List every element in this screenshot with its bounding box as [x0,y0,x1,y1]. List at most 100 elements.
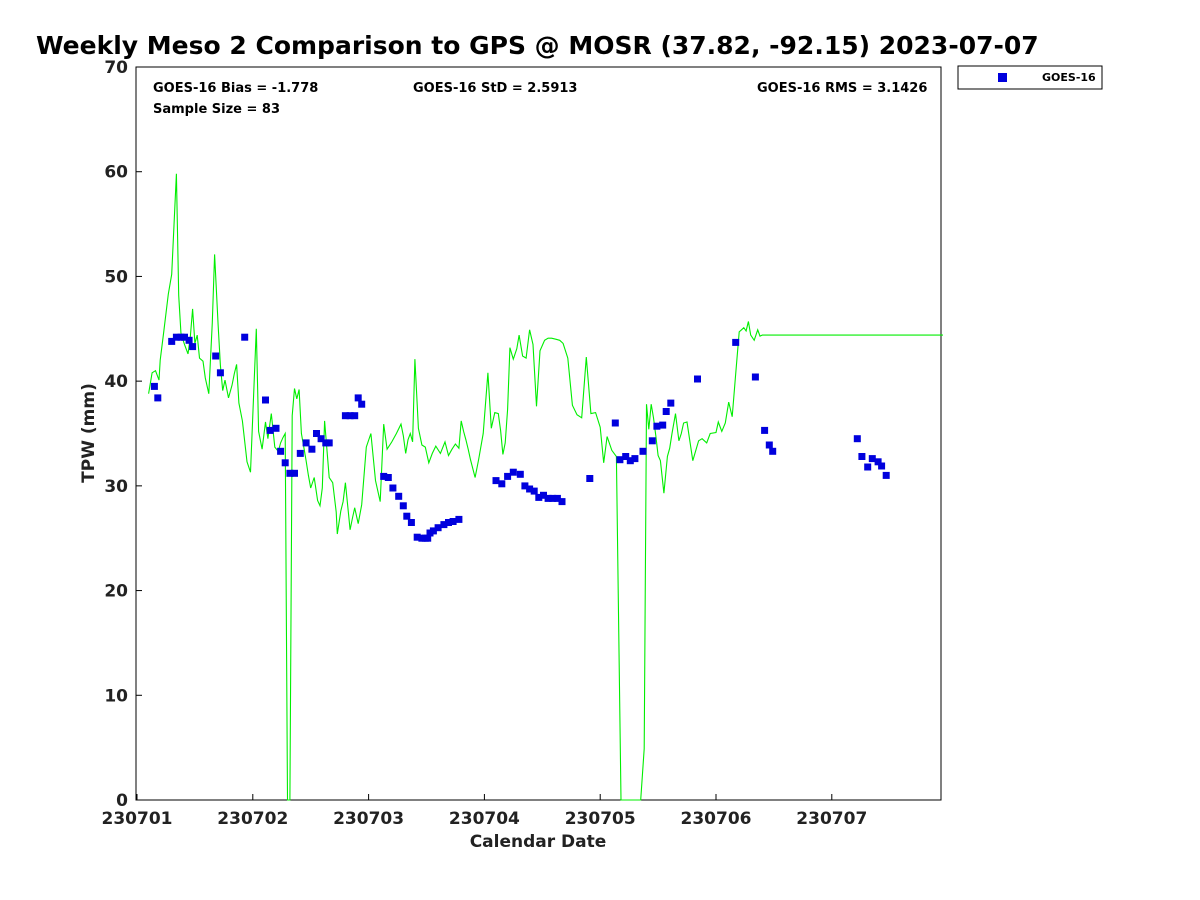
goes-point [262,396,269,404]
goes-point [509,468,517,476]
x-tick-label: 230705 [565,809,636,829]
goes-point [317,435,325,443]
goes-point [389,484,397,492]
goes-point [308,445,316,453]
std-stat: GOES-16 StD = 2.5913 [413,81,577,96]
goes-point [504,472,512,480]
legend-label: GOES-16 [1042,71,1096,84]
rms-stat: GOES-16 RMS = 3.1426 [757,81,927,96]
x-tick-label: 230703 [333,809,404,829]
goes-point [277,447,285,455]
x-axis-label: Calendar Date [470,832,607,852]
sample-size-stat: Sample Size = 83 [153,102,280,117]
bias-stat: GOES-16 Bias = -1.778 [153,81,318,96]
goes-point [172,333,180,341]
goes-point [449,518,457,525]
goes-point [291,469,298,477]
goes-point [874,458,882,466]
goes-point [325,439,333,447]
goes-point [380,472,388,480]
y-tick-label: 0 [116,791,128,811]
goes-point [864,463,872,471]
y-axis-label: TPW (mm) [79,383,99,483]
goes-point [358,400,366,408]
x-tick-label: 230704 [449,809,520,829]
goes-point [498,480,506,488]
goes-point [351,412,359,420]
goes-point [648,437,656,445]
goes-point [622,453,630,460]
goes-point [216,369,224,377]
legend-box [957,65,1103,90]
goes-point [530,487,538,495]
axis-ticks: 0 10 20 30 40 50 60 70 230701 230702 230703 230704 2… [102,58,868,829]
goes-point [544,494,552,502]
goes-point [516,470,524,478]
goes-point [878,462,886,470]
goes-point [302,439,310,447]
goes-point [858,453,866,460]
goes-point [526,485,534,493]
goes-point [653,422,661,430]
goes-point [558,498,566,506]
goes-point [150,382,158,390]
goes-point [667,399,675,407]
x-tick-label: 230701 [102,809,173,829]
goes-point [765,441,773,449]
goes-point [281,459,289,467]
goes-point [616,456,624,464]
gps-line [148,173,943,801]
goes-point [492,477,500,485]
goes-point [751,373,759,381]
goes-point [384,474,392,481]
goes-point [185,336,193,344]
goes-point [626,457,634,465]
goes-point [659,421,667,429]
goes-point [445,519,452,526]
goes-point [212,352,220,360]
goes-point [403,512,411,520]
goes-point [882,471,890,479]
goes-point [521,482,529,490]
legend-marker [998,73,1007,82]
goes-point [154,394,162,402]
y-tick-label: 70 [104,58,128,78]
goes-point [354,394,362,402]
goes-point [395,492,403,500]
goes-point [241,333,249,341]
goes-point [535,493,543,501]
goes-point [346,412,354,420]
goes-point [440,521,448,529]
goes-point [296,449,304,457]
goes-point [266,426,274,434]
goes-point [732,338,740,346]
goes-point [761,426,769,434]
goes-point [694,375,701,383]
goes-point [189,343,197,351]
goes-point [553,494,561,502]
plot-area [135,66,942,801]
goes-point [631,455,639,463]
goes-point [313,430,320,437]
goes-point [853,435,861,443]
chart-title: Weekly Meso 2 Comparison to GPS @ MOSR (… [36,31,1039,60]
goes-point [549,494,557,502]
goes-point [168,337,176,345]
goes-point [286,469,294,477]
goes-point [272,424,280,432]
x-tick-label: 230702 [217,809,288,829]
goes-point [434,524,442,532]
goes-point [611,419,619,427]
goes-point [181,333,188,341]
y-tick-label: 30 [104,477,128,497]
y-tick-label: 10 [104,686,128,706]
goes-series [150,333,890,542]
gps-series [148,173,943,801]
goes-point [639,447,647,455]
goes-point [407,519,415,526]
goes-point [769,447,777,455]
goes-point [540,491,547,499]
goes-point [399,502,407,510]
goes-point [424,534,432,542]
